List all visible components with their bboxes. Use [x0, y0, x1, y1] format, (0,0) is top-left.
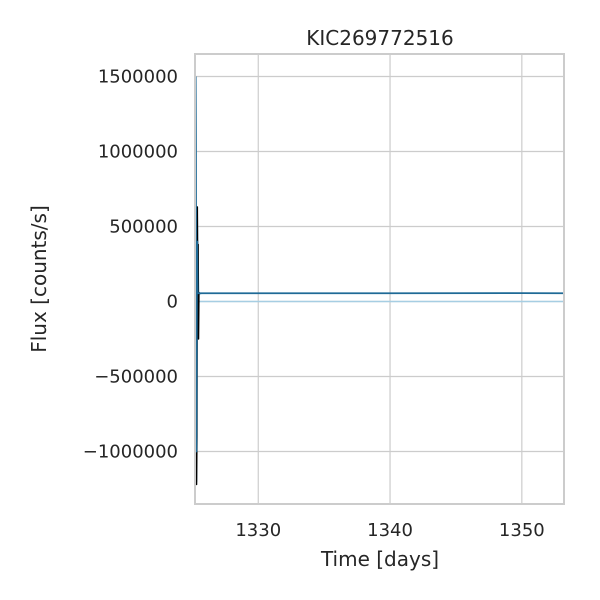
series-line-light [195, 76, 564, 483]
y-tick-label: 1000000 [98, 142, 178, 163]
x-tick-labels: 1330 1340 1350 [235, 520, 544, 541]
y-tick-labels: −1000000 −500000 0 500000 1000000 1500000 [83, 67, 178, 463]
series-lines [194, 76, 565, 486]
x-gridlines [257, 54, 523, 504]
y-tick-label: −1000000 [83, 442, 178, 463]
y-tick-label: 0 [167, 292, 178, 313]
x-tick-label: 1350 [499, 520, 545, 541]
y-gridlines [195, 75, 564, 453]
y-axis-label: Flux [counts/s] [27, 205, 51, 353]
y-tick-label: 1500000 [98, 67, 178, 88]
plot-frame [194, 53, 565, 505]
x-tick-label: 1340 [367, 520, 413, 541]
y-tick-label: −500000 [94, 367, 178, 388]
series-line-main [194, 76, 565, 453]
x-axis-label: Time [days] [320, 547, 439, 571]
chart-title: KIC269772516 [306, 26, 454, 50]
y-tick-label: 500000 [109, 217, 178, 238]
x-tick-label: 1330 [235, 520, 281, 541]
